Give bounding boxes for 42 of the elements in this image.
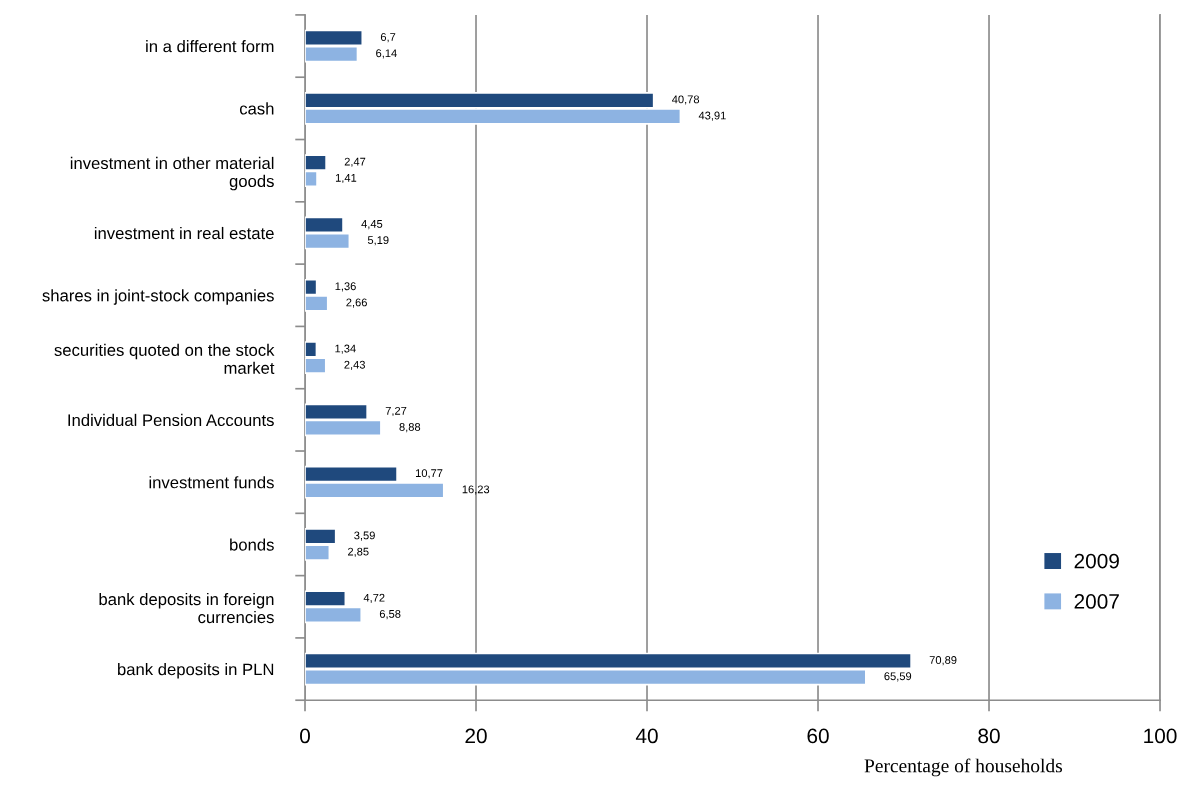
y-tick-label: bank deposits in PLN [118, 663, 274, 679]
data-label: 2,66 [346, 298, 367, 308]
data-label: 6,14 [376, 49, 397, 59]
legend-label: 2009 [1074, 553, 1119, 569]
y-tick-label: bonds [230, 538, 274, 551]
y-tick-label: investment in other material goods [70, 156, 274, 191]
data-label: 10,77 [415, 469, 443, 479]
y-tick-label: bank deposits in foreign currencies [99, 592, 274, 624]
x-tick-label: 60 [807, 728, 829, 744]
y-tick-label: shares in joint-stock companies [42, 289, 274, 305]
data-label: 16,23 [462, 485, 490, 495]
y-tick-label: securities quoted on the stock market [54, 343, 275, 374]
x-tick-label: 0 [300, 728, 310, 744]
data-label: 7,27 [385, 406, 407, 417]
y-tick-label: in a different form [146, 40, 274, 53]
data-label: 43,91 [698, 111, 726, 121]
data-label: 8,88 [399, 423, 421, 433]
data-label: 2,43 [344, 360, 365, 370]
x-tick-label: 40 [635, 728, 658, 744]
x-tick-label: 80 [978, 728, 1000, 744]
y-tick-label: investment funds [149, 476, 274, 489]
data-label: 65,59 [884, 672, 912, 682]
data-label: 1,34 [335, 344, 356, 354]
data-label: 70,89 [929, 656, 957, 666]
legend-label: 2007 [1074, 594, 1119, 609]
data-label: 2,47 [344, 157, 366, 167]
data-label: 2,85 [347, 547, 369, 557]
x-axis-title: Percentage of households [864, 758, 1063, 777]
data-label: 1,41 [335, 173, 357, 184]
data-label: 4,72 [363, 593, 385, 603]
x-tick-label: 20 [465, 728, 487, 744]
data-label: 3,59 [354, 531, 375, 541]
data-label: 40,78 [671, 95, 700, 105]
data-label: 1,36 [335, 282, 356, 292]
x-tick-label: 100 [1144, 728, 1177, 744]
data-label: 6,7 [380, 33, 396, 43]
data-label: 5,19 [367, 236, 389, 246]
y-tick-label: cash [239, 102, 274, 115]
data-label: 6,58 [379, 609, 401, 620]
y-tick-label: investment in real estate [94, 226, 274, 240]
y-tick-label: Individual Pension Accounts [68, 413, 274, 427]
data-label: 4,45 [361, 220, 383, 230]
